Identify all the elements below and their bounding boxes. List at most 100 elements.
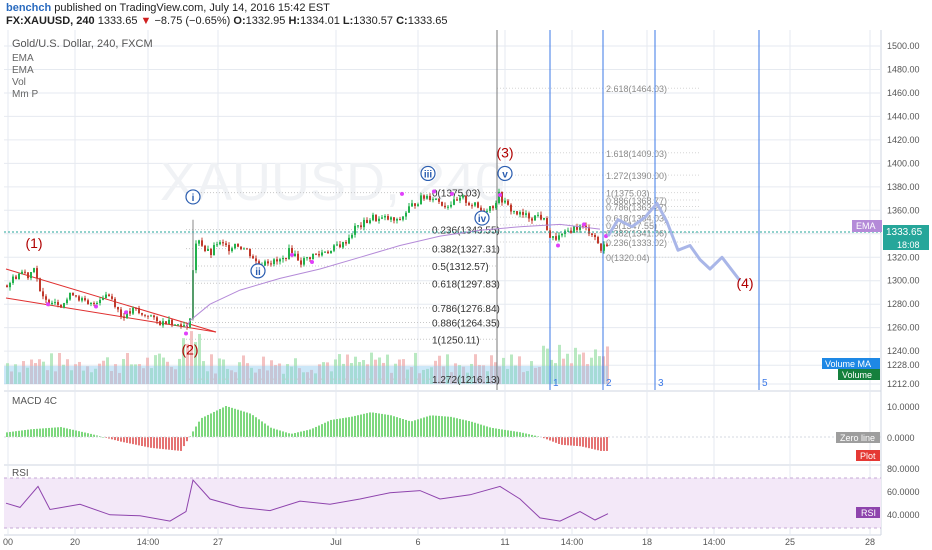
candle-body xyxy=(360,225,362,228)
fib-label: 0.786(1276.84) xyxy=(432,304,500,315)
candle-body xyxy=(6,285,8,288)
candle-body xyxy=(201,240,203,246)
volume-bar xyxy=(390,372,393,384)
volume-bar xyxy=(530,361,533,384)
macd-bar xyxy=(141,437,143,446)
macd-bar xyxy=(375,412,377,437)
legend-item[interactable]: EMA xyxy=(12,53,34,64)
macd-bar xyxy=(123,437,125,443)
macd-bar xyxy=(90,433,92,437)
swing-marker xyxy=(450,191,454,196)
volume-bar xyxy=(326,362,329,384)
volume-bar xyxy=(558,344,561,384)
volume-bar xyxy=(186,343,189,384)
volume-bar xyxy=(54,371,57,384)
macd-bar xyxy=(552,437,554,442)
macd-bar xyxy=(549,437,551,441)
candle-body xyxy=(438,198,440,202)
price-tick: 1440.00 xyxy=(887,111,920,121)
macd-bar xyxy=(480,424,482,437)
macd-bar xyxy=(315,426,317,437)
chart-canvas[interactable]: XAUUSD, 240 0(1375.03) 0.236(1343.55) 0.38… xyxy=(0,30,932,550)
volume-bar xyxy=(282,373,285,384)
legend-item[interactable]: Mm P xyxy=(12,89,38,100)
volume-bar xyxy=(430,367,433,384)
price-tick: 1500.00 xyxy=(887,41,920,51)
macd-bar xyxy=(24,430,26,437)
swing-marker xyxy=(498,193,502,198)
macd-bar xyxy=(276,429,278,437)
macd-bar xyxy=(456,418,458,437)
candle-body xyxy=(417,204,419,206)
candle-body xyxy=(114,298,116,307)
candle-body xyxy=(387,216,389,220)
volume-bar xyxy=(226,368,229,384)
macd-bar xyxy=(408,420,410,437)
macd-bar xyxy=(117,437,119,441)
candle-body xyxy=(75,295,77,297)
price-tick: 1400.00 xyxy=(887,158,920,168)
macd-bar xyxy=(522,432,524,437)
rsi-tag xyxy=(856,507,880,518)
close-value: 1333.65 xyxy=(407,15,448,27)
macd-axis[interactable]: 10.0000 0.0000 Zero line Plot xyxy=(836,402,920,461)
candle-body xyxy=(603,244,605,251)
volume-bar xyxy=(266,370,269,384)
macd-bar xyxy=(438,415,440,437)
candle-body xyxy=(489,206,491,211)
candle-body xyxy=(288,248,290,259)
countdown-tag xyxy=(883,238,929,250)
rsi-axis[interactable]: 80.0000 60.0000 40.0000 RSI xyxy=(856,464,920,520)
macd-bar xyxy=(603,437,605,451)
volume-bar xyxy=(382,362,385,384)
high-value: 1334.01 xyxy=(300,15,340,27)
time-axis[interactable]: 00 20 14:00 27 Jul 6 11 14:00 18 14:00 25 28 xyxy=(3,537,875,547)
macd-bar xyxy=(129,437,131,444)
candle-body xyxy=(555,236,557,240)
time-tick: 00 xyxy=(3,537,13,547)
macd-bar xyxy=(330,419,332,437)
legend-item[interactable]: Vol xyxy=(12,77,26,88)
volume-bar xyxy=(182,338,185,384)
low-value: 1330.57 xyxy=(353,15,394,27)
macd-bar xyxy=(426,416,428,437)
macd-bar xyxy=(291,433,293,437)
macd-bar xyxy=(351,416,353,437)
candle-body xyxy=(420,195,422,205)
cycle-label: 2 xyxy=(606,378,612,389)
volume-bar xyxy=(166,361,169,384)
candle-body xyxy=(546,217,548,231)
wave-label-major: (2) xyxy=(181,342,198,358)
candle-body xyxy=(315,253,317,255)
volume-bar xyxy=(510,354,513,384)
macd-bar xyxy=(591,437,593,449)
macd-bar xyxy=(363,413,365,437)
candle-body xyxy=(153,315,155,318)
volume-bar xyxy=(470,363,473,384)
candle-body xyxy=(432,199,434,201)
volume-bar xyxy=(542,345,545,384)
macd-bar xyxy=(594,437,596,450)
ema-tag-label: EMA xyxy=(856,221,876,231)
volume-bar xyxy=(238,362,241,384)
macd-bar xyxy=(171,437,173,451)
macd-bar xyxy=(249,413,251,437)
macd-bar xyxy=(474,422,476,437)
swing-marker xyxy=(432,189,436,194)
candle-body xyxy=(591,233,593,235)
price-axis[interactable]: 1500.00 1480.00 1460.00 1440.00 1420.00 1400.… xyxy=(887,41,920,389)
volume-bar xyxy=(350,363,353,384)
ema-line xyxy=(185,223,601,328)
candle-body xyxy=(312,253,314,260)
macd-bar xyxy=(327,421,329,437)
candle-body xyxy=(96,303,98,305)
candle-body xyxy=(132,307,134,314)
candle-body xyxy=(558,235,560,240)
legend-item[interactable]: EMA xyxy=(12,65,34,76)
author-link[interactable]: benchch xyxy=(6,2,52,14)
macd-bar xyxy=(576,437,578,446)
volume-bar xyxy=(234,372,237,384)
high-label: H: xyxy=(288,15,301,27)
volume-bar xyxy=(78,361,81,384)
volume-bar xyxy=(98,363,101,384)
